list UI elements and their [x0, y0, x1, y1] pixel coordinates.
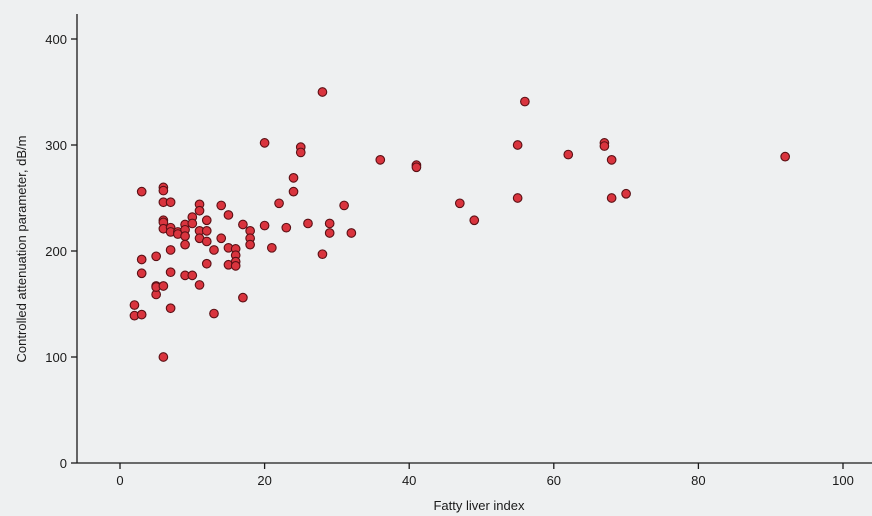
- data-point: [165, 245, 176, 255]
- y-axis-title: Controlled attenuation parameter, dB/m: [14, 136, 29, 363]
- data-point: [136, 309, 147, 320]
- y-tick-label: 100: [45, 350, 67, 365]
- data-point: [194, 280, 205, 290]
- y-tick-label: 200: [45, 244, 67, 259]
- data-point: [209, 308, 219, 319]
- data-point: [216, 200, 227, 211]
- data-point: [238, 292, 248, 303]
- data-point: [187, 270, 198, 281]
- x-axis-title: Fatty liver index: [433, 498, 525, 513]
- data-point: [165, 267, 176, 278]
- data-point: [136, 254, 147, 265]
- data-point: [599, 141, 610, 151]
- data-point: [151, 251, 161, 262]
- data-point: [216, 233, 227, 244]
- x-tick-label: 20: [257, 473, 271, 488]
- data-point: [563, 149, 574, 160]
- data-point: [165, 197, 176, 208]
- data-point: [158, 281, 169, 291]
- data-point: [339, 200, 349, 211]
- data-point: [324, 228, 335, 238]
- data-point: [780, 151, 791, 162]
- x-tick-label: 80: [691, 473, 705, 488]
- data-point: [274, 198, 284, 209]
- data-point: [136, 268, 147, 279]
- data-point: [129, 300, 140, 310]
- data-point: [469, 215, 480, 226]
- data-point: [281, 222, 292, 233]
- data-point: [621, 188, 631, 199]
- x-tick-label: 40: [402, 473, 416, 488]
- data-point: [317, 249, 328, 260]
- data-point: [411, 162, 422, 173]
- data-point: [288, 186, 299, 197]
- x-tick-label: 0: [116, 473, 123, 488]
- y-tick-label: 300: [45, 138, 67, 153]
- data-point: [180, 239, 190, 250]
- data-point: [512, 193, 523, 203]
- data-point: [324, 218, 335, 229]
- data-point: [259, 220, 270, 231]
- data-point: [346, 228, 357, 238]
- data-point: [194, 205, 205, 216]
- data-point: [158, 352, 169, 362]
- data-point: [520, 96, 530, 107]
- data-point: [201, 226, 212, 236]
- data-point: [259, 138, 270, 148]
- data-point: [266, 242, 277, 253]
- data-point: [238, 219, 248, 230]
- data-point: [201, 258, 212, 269]
- y-tick-label: 400: [45, 32, 67, 47]
- data-point: [303, 218, 313, 229]
- data-point: [201, 215, 212, 226]
- x-axis: 0 20 40 60 80 100: [77, 462, 872, 488]
- data-point: [158, 185, 169, 196]
- y-tick-label: 0: [60, 456, 67, 471]
- data-points: [129, 87, 791, 362]
- data-point: [180, 231, 190, 242]
- data-point: [606, 154, 617, 165]
- data-point: [230, 260, 241, 271]
- data-point: [375, 154, 386, 165]
- data-point: [136, 186, 147, 197]
- data-point: [165, 303, 176, 314]
- data-point: [317, 87, 328, 97]
- data-point: [187, 218, 198, 229]
- data-point: [512, 140, 523, 150]
- data-point: [209, 245, 219, 255]
- data-point: [454, 198, 465, 209]
- x-ticks: 0 20 40 60 80 100: [116, 463, 854, 488]
- data-point: [606, 193, 617, 203]
- data-point: [201, 236, 212, 247]
- x-tick-label: 100: [832, 473, 854, 488]
- data-point: [295, 147, 306, 158]
- data-point: [245, 239, 255, 250]
- data-point: [288, 173, 299, 183]
- x-tick-label: 60: [547, 473, 561, 488]
- y-ticks: 0 100 200 300 400: [45, 32, 77, 471]
- data-point: [223, 210, 234, 220]
- y-axis: 0 100 200 300 400: [45, 14, 78, 471]
